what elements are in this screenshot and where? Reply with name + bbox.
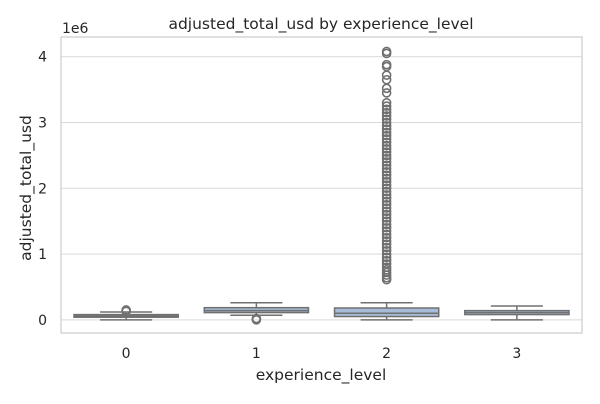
outlier-point (381, 107, 392, 118)
outlier-point (121, 305, 131, 315)
box-group (73, 305, 179, 321)
outlier-point (381, 46, 392, 57)
outlier-point (381, 74, 392, 85)
outlier-point (381, 219, 392, 230)
x-tick-label: 3 (512, 346, 521, 362)
box-iqr (333, 307, 440, 318)
box-group (203, 301, 310, 325)
box-group (464, 305, 570, 321)
outlier-point (381, 121, 392, 131)
x-axis-label: experience_level (256, 366, 387, 385)
outlier-point (381, 88, 392, 98)
outlier-point (381, 157, 392, 167)
outlier-point (381, 104, 392, 115)
outlier-point (381, 239, 392, 249)
outlier-point (381, 193, 392, 203)
outlier-point (381, 209, 392, 220)
outlier-point (381, 101, 392, 111)
outlier-point (381, 144, 392, 154)
outlier-point (381, 170, 392, 180)
outlier-point (381, 226, 392, 236)
outlier-point (381, 259, 392, 269)
outlier-point (381, 216, 392, 226)
y-axis-offset-label: 1e6 (62, 21, 89, 37)
outlier-point (381, 176, 392, 187)
outlier-point (381, 97, 392, 108)
chart-title: adjusted_total_usd by experience_level (168, 15, 473, 34)
outlier-point (381, 127, 392, 138)
outlier-point (381, 117, 392, 128)
x-tick-label: 2 (382, 346, 391, 362)
outlier-point (381, 134, 392, 144)
outlier-point (381, 203, 392, 213)
x-tick-label: 1 (252, 346, 261, 362)
x-tick-label: 0 (122, 346, 131, 362)
y-axis-label: adjusted_total_usd (17, 115, 36, 261)
outlier-point (381, 59, 392, 70)
outlier-point (381, 147, 392, 157)
outlier-point (381, 173, 392, 184)
outlier-point (381, 232, 392, 243)
outlier-point (381, 163, 392, 174)
outlier-point (381, 160, 392, 171)
outlier-point (381, 137, 392, 148)
outlier-point (381, 222, 392, 233)
tick-labels: 0 1 2 3 4 0 1 2 3 (38, 50, 521, 362)
y-tick-label: 4 (38, 50, 47, 66)
outlier-point (381, 153, 392, 164)
outlier-point (381, 229, 392, 240)
outlier-point (381, 183, 392, 194)
outlier-point (381, 206, 392, 217)
outlier-point (381, 190, 392, 200)
outlier-point (381, 186, 392, 197)
y-tick-label: 1 (38, 247, 47, 263)
grid-lines (61, 56, 582, 321)
y-tick-label: 3 (38, 116, 47, 132)
outlier-point (381, 124, 392, 134)
outlier-point (381, 245, 392, 256)
outlier-point (381, 130, 392, 141)
y-tick-label: 2 (38, 181, 47, 197)
y-tick-label: 0 (38, 313, 47, 329)
outlier-point (381, 140, 392, 151)
outlier-point (381, 236, 392, 246)
outlier-point (381, 114, 392, 125)
outlier-point (381, 180, 392, 190)
outlier-point (381, 213, 392, 223)
outlier-point (381, 111, 392, 121)
outlier-point (381, 199, 392, 210)
outlier-point (381, 150, 392, 161)
box-plot-series (73, 46, 570, 325)
box-group (333, 46, 440, 321)
outlier-point (251, 313, 262, 324)
outlier-point (381, 167, 392, 177)
outlier-point (381, 242, 392, 253)
outlier-point (381, 252, 392, 263)
plot-frame (60, 36, 583, 334)
outlier-point (381, 255, 392, 266)
outlier-point (381, 249, 392, 259)
outlier-point (381, 262, 392, 273)
outlier-point (381, 196, 392, 207)
